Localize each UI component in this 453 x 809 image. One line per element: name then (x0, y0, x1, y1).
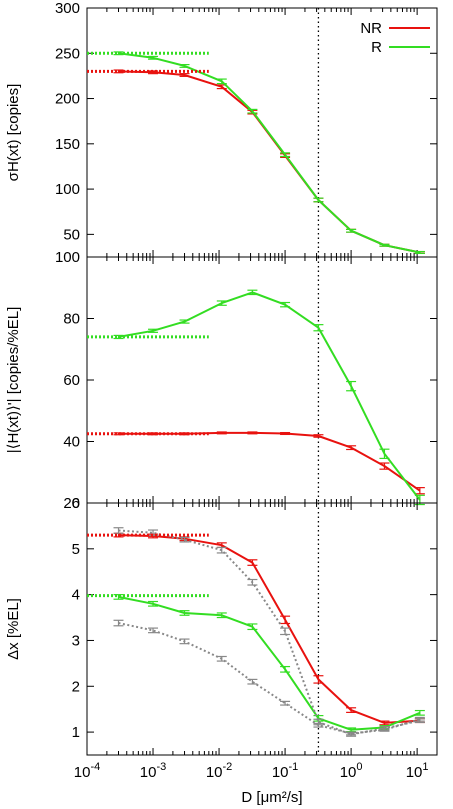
y-tick-label: 3 (72, 632, 80, 649)
legend-label-nr: NR (360, 20, 382, 37)
series-line-r (118, 52, 421, 254)
y-tick-label: 80 (63, 311, 80, 328)
y-tick-label: 40 (63, 434, 80, 451)
y-tick-label: 50 (63, 226, 80, 243)
y-tick-label: 20 (63, 495, 80, 512)
y-tick-label: 1 (72, 724, 80, 741)
series-line-nr (118, 431, 421, 492)
y-axis-label-1: σH(xt) [copies] (5, 84, 22, 182)
legend-label-r: R (371, 39, 382, 56)
series-line-nr (118, 70, 421, 254)
y-axis-label-2: |⟨H(xt)⟩'| [copies/%EL] (5, 307, 22, 454)
y-tick-label: 100 (55, 181, 80, 198)
y-tick-label: 4 (72, 587, 80, 604)
x-tick-label: 10-2 (206, 761, 232, 781)
y-tick-label: 250 (55, 45, 80, 62)
x-tick-label: 10-1 (272, 761, 298, 781)
series-line-nr (118, 534, 420, 724)
y-tick-label: 150 (55, 136, 80, 153)
series-line-series-4 (118, 622, 421, 735)
x-tick-label: 100 (340, 761, 363, 781)
y-tick-label: 200 (55, 91, 80, 108)
panel-frame-1 (86, 7, 438, 258)
series-line-series-3 (118, 529, 421, 736)
x-tick-label: 101 (406, 761, 429, 781)
series-line-r (118, 595, 421, 731)
x-axis-label: D [μm²/s] (241, 789, 302, 806)
y-axis-label-3: Δx [%EL] (5, 598, 22, 660)
x-tick-label: 10-3 (140, 761, 166, 781)
y-tick-label: 100 (55, 249, 80, 266)
y-tick-label: 5 (72, 541, 80, 558)
y-tick-label: 60 (63, 372, 80, 389)
y-tick-label: 300 (55, 0, 80, 17)
panel-frame-3 (86, 502, 438, 756)
y-tick-label: 2 (72, 678, 80, 695)
x-tick-label: 10-4 (74, 761, 100, 781)
series-line-r (118, 291, 421, 501)
y-tick-label: 6 (72, 495, 80, 512)
